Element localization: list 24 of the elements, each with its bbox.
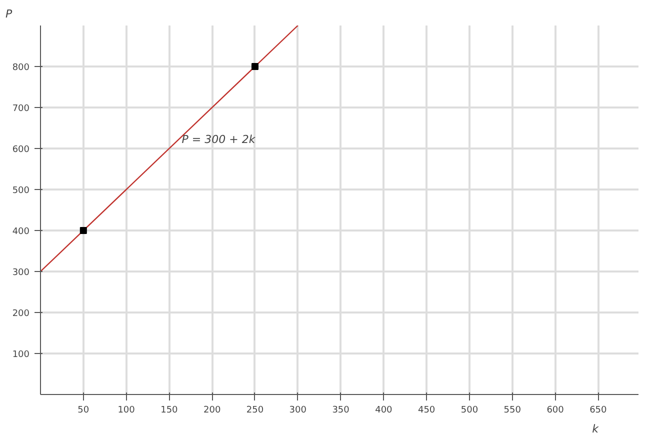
x-tick-label: 300 bbox=[289, 406, 307, 416]
x-tick-label: 400 bbox=[375, 406, 393, 416]
x-tick-label: 500 bbox=[460, 406, 478, 416]
y-tick-label: 200 bbox=[12, 309, 30, 319]
y-tick-label: 800 bbox=[12, 63, 30, 73]
x-tick-label: 150 bbox=[160, 406, 178, 416]
x-tick-label: 450 bbox=[418, 406, 436, 416]
annotation: P = 300 + 2k bbox=[182, 133, 256, 146]
x-axis-title: k bbox=[592, 422, 600, 436]
y-tick-label: 300 bbox=[12, 268, 30, 278]
x-tick-label: 550 bbox=[504, 406, 522, 416]
x-tick-label: 200 bbox=[204, 406, 221, 416]
x-tick-label: 650 bbox=[590, 406, 608, 416]
y-tick-label: 500 bbox=[12, 186, 30, 196]
y-tick-label: 700 bbox=[12, 104, 30, 114]
x-tick-label: 600 bbox=[546, 406, 564, 416]
x-tick-label: 50 bbox=[78, 406, 90, 416]
x-tick-label: 250 bbox=[246, 406, 264, 416]
y-tick-label: 600 bbox=[12, 145, 30, 155]
y-tick-label: 400 bbox=[12, 227, 30, 237]
y-tick-label: 100 bbox=[12, 350, 30, 360]
x-tick-label: 350 bbox=[332, 406, 350, 416]
x-tick-label: 100 bbox=[118, 406, 136, 416]
y-axis-title: P bbox=[6, 8, 12, 20]
